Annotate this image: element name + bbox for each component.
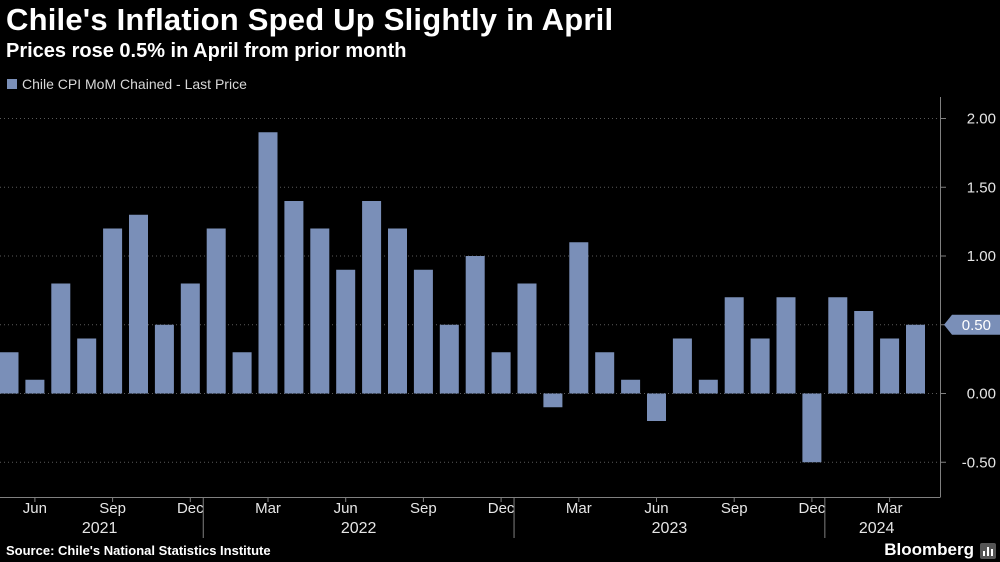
- brand-logo: Bloomberg: [884, 540, 974, 559]
- bar: [491, 352, 511, 394]
- bar: [206, 228, 226, 394]
- bar: [750, 338, 770, 394]
- x-tick-label: Mar: [255, 500, 281, 517]
- bar: [413, 269, 433, 394]
- x-tick-label: Mar: [566, 500, 592, 517]
- bar: [77, 338, 97, 394]
- last-value-tag: [944, 314, 1000, 335]
- bar: [103, 228, 123, 394]
- bar: [180, 283, 200, 394]
- bar: [439, 324, 459, 394]
- bar: [672, 338, 692, 394]
- x-tick-label: Dec: [799, 500, 826, 517]
- x-tick-label: Sep: [410, 500, 437, 517]
- year-label: 2024: [859, 520, 895, 537]
- bar: [621, 379, 641, 394]
- legend-swatch: [7, 79, 17, 89]
- bar: [802, 393, 822, 463]
- x-tick-label: Jun: [23, 500, 47, 517]
- y-tick-label: 1.00: [967, 248, 996, 265]
- y-tick-label: 2.00: [967, 111, 996, 128]
- bar: [154, 324, 174, 394]
- bar: [724, 297, 744, 394]
- x-tick-label: Dec: [488, 500, 515, 517]
- bar: [543, 393, 563, 408]
- bar: [25, 379, 45, 394]
- bar: [465, 256, 485, 394]
- bar: [336, 269, 356, 394]
- bar: [595, 352, 615, 394]
- bar: [906, 324, 925, 394]
- bar: [698, 379, 718, 394]
- x-tick-label: Sep: [721, 500, 748, 517]
- source-note: Source: Chile's National Statistics Inst…: [6, 543, 271, 558]
- chart-title: Chile's Inflation Sped Up Slightly in Ap…: [6, 2, 614, 37]
- y-tick-label: 0.00: [967, 386, 996, 403]
- bar: [129, 214, 148, 394]
- chart-subtitle: Prices rose 0.5% in April from prior mon…: [6, 40, 407, 62]
- legend: Chile CPI MoM Chained - Last Price: [7, 76, 247, 92]
- bar: [362, 201, 382, 394]
- x-tick-label: Mar: [877, 500, 903, 517]
- bar: [776, 297, 796, 394]
- bar: [388, 228, 407, 394]
- bar: [232, 352, 252, 394]
- x-tick-label: Sep: [99, 500, 126, 517]
- year-label: 2022: [341, 520, 377, 537]
- bar: [569, 242, 589, 394]
- legend-label: Chile CPI MoM Chained - Last Price: [22, 76, 247, 92]
- x-tick-label: Jun: [644, 500, 668, 517]
- y-tick-label: 1.50: [967, 179, 996, 196]
- x-tick-label: Dec: [177, 500, 204, 517]
- last-value-label: 0.50: [962, 317, 991, 334]
- bar: [310, 228, 330, 394]
- bloomberg-icon: [980, 543, 996, 559]
- year-label: 2021: [82, 520, 118, 537]
- bar: [284, 201, 304, 394]
- bar: [880, 338, 900, 394]
- bar: [51, 283, 71, 394]
- x-tick-label: Jun: [334, 500, 358, 517]
- bar: [0, 352, 19, 394]
- y-tick-label: -0.50: [962, 454, 996, 471]
- bar: [517, 283, 537, 394]
- bar: [854, 311, 874, 394]
- bar-chart: 2.00 1.50 1.00 0.00 -0.50 0.50 Jun Sep Dec Mar Jun…: [0, 97, 1000, 538]
- bar: [647, 393, 666, 421]
- bar: [828, 297, 848, 394]
- year-label: 2023: [652, 520, 688, 537]
- bar: [258, 132, 278, 394]
